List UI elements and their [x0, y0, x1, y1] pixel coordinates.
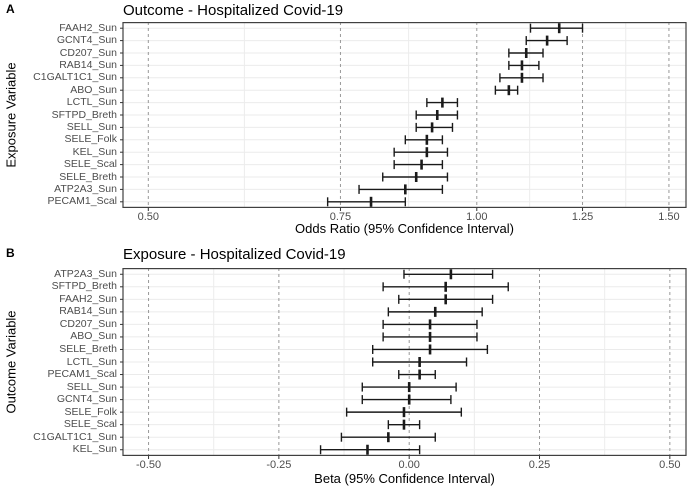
y-axis-label-cd207_sun: CD207_Sun [59, 317, 117, 330]
panel-b-x-tick-labels: -0.50 -0.25 0.00 0.25 0.50 [0, 460, 700, 472]
y-axis-label-abo_sun: ABO_Sun [70, 330, 117, 343]
y-axis-label-gcnt4_sun: GCNT4_Sun [56, 393, 117, 406]
forest-plot-a [120, 22, 687, 211]
ci-errorbar-lctl_sun [372, 357, 468, 367]
ci-errorbar-c1galt1c1_sun [340, 432, 436, 443]
x-tick-label: -0.25 [266, 459, 292, 471]
y-axis-label-faah2_sun: FAAH2_Sun [59, 21, 117, 34]
x-tick-label: 0.75 [329, 211, 352, 223]
ci-errorbar-cd207_sun [508, 48, 544, 58]
ci-errorbar-pecam1_scal [398, 369, 436, 380]
ci-errorbar-c1galt1c1_sun [499, 72, 544, 83]
ci-errorbar-sftpd_breth [382, 281, 509, 292]
ci-errorbar-sell_sun [361, 382, 457, 393]
y-axis-label-sele_folk: SELE_Folk [64, 133, 117, 146]
y-axis-label-abo_sun: ABO_Sun [70, 83, 117, 96]
ci-errorbar-abo_sun [494, 85, 519, 96]
y-axis-label-sele_scal: SELE_Scal [63, 158, 117, 171]
x-tick-label: 1.00 [466, 211, 488, 223]
y-axis-label-lctl_sun: LCTL_Sun [66, 355, 117, 368]
ci-errorbar-lctl_sun [426, 97, 459, 108]
y-axis-label-sele_scal: SELE_Scal [63, 418, 117, 431]
x-tick-label: 1.25 [571, 211, 594, 223]
ci-errorbar-faah2_sun [398, 294, 494, 305]
panel-b-letter: B [6, 246, 15, 260]
panel-b-y-axis-labels: ATP2A3_Sun SFTPD_Breth FAAH2_Sun RAB14_Sun C… [0, 268, 117, 456]
y-axis-label-faah2_sun: FAAH2_Sun [59, 292, 117, 305]
panel-a-letter: A [6, 2, 15, 16]
ci-errorbar-sele_scal [387, 419, 421, 430]
y-axis-label-c1galt1c1_sun: C1GALT1C1_Sun [33, 71, 117, 84]
ci-errorbar-rab14_sun [387, 306, 483, 317]
x-tick-label: 1.50 [658, 211, 680, 223]
y-axis-label-rab14_sun: RAB14_Sun [59, 58, 117, 71]
y-axis-label-sell_sun: SELL_Sun [66, 120, 117, 133]
y-axis-label-sftpd_breth: SFTPD_Breth [51, 280, 117, 293]
forest-plot-b [120, 268, 687, 459]
ci-errorbar-atp2a3_sun [358, 184, 444, 195]
x-tick-label: 0.00 [398, 459, 420, 471]
ci-errorbar-gcnt4_sun [361, 394, 452, 405]
ci-errorbar-kel_sun [319, 444, 421, 455]
ci-errorbar-sele_folk [345, 407, 463, 418]
x-tick-label: 0.50 [137, 211, 160, 223]
ci-errorbar-cd207_sun [382, 319, 478, 330]
y-axis-label-lctl_sun: LCTL_Sun [66, 96, 117, 109]
ci-errorbar-faah2_sun [529, 23, 584, 34]
ci-errorbar-kel_sun [393, 147, 449, 158]
panel-b-title: Exposure - Hospitalized Covid-19 [123, 246, 346, 263]
y-axis-label-atp2a3_sun: ATP2A3_Sun [54, 267, 117, 280]
y-axis-label-sell_sun: SELL_Sun [66, 380, 117, 393]
y-axis-label-sele_folk: SELE_Folk [64, 405, 117, 418]
panel-b-x-axis-title: Beta (95% Confidence Interval) [314, 471, 495, 486]
x-tick-label: 0.50 [659, 459, 681, 471]
ci-errorbar-abo_sun [382, 331, 478, 342]
ci-errorbar-sele_breth [372, 344, 489, 355]
y-axis-label-kel_sun: KEL_Sun [72, 145, 117, 158]
y-axis-label-pecam1_scal: PECAM1_Scal [47, 368, 117, 381]
y-axis-label-sele_breth: SELE_Breth [59, 170, 117, 183]
ci-errorbar-gcnt4_sun [525, 35, 568, 46]
y-axis-label-sele_breth: SELE_Breth [59, 342, 117, 355]
y-axis-label-cd207_sun: CD207_Sun [59, 46, 117, 59]
ci-errorbar-pecam1_scal [326, 196, 407, 207]
y-axis-label-sftpd_breth: SFTPD_Breth [51, 108, 117, 121]
y-axis-label-gcnt4_sun: GCNT4_Sun [56, 34, 117, 47]
ci-errorbar-sele_folk [404, 134, 444, 145]
ci-errorbar-rab14_sun [508, 60, 540, 71]
ci-errorbar-sell_sun [415, 122, 454, 133]
ci-errorbar-sftpd_breth [415, 110, 459, 120]
y-axis-label-rab14_sun: RAB14_Sun [59, 305, 117, 318]
y-axis-label-c1galt1c1_sun: C1GALT1C1_Sun [33, 430, 117, 443]
ci-errorbar-atp2a3_sun [403, 269, 494, 280]
panel-a-title: Outcome - Hospitalized Covid-19 [123, 2, 344, 19]
ci-errorbar-sele_breth [382, 172, 449, 182]
y-axis-label-pecam1_scal: PECAM1_Scal [47, 195, 117, 208]
panel-a-y-axis-labels: FAAH2_Sun GCNT4_Sun CD207_Sun RAB14_Sun C1GA… [0, 22, 117, 208]
x-tick-label: 0.25 [528, 459, 551, 471]
x-tick-label: -0.50 [135, 459, 162, 471]
ci-errorbar-sele_scal [393, 159, 444, 170]
y-axis-label-atp2a3_sun: ATP2A3_Sun [54, 182, 117, 195]
y-axis-label-kel_sun: KEL_Sun [72, 443, 117, 456]
panel-a-x-tick-labels: 0.50 0.75 1.00 1.25 1.50 [0, 212, 700, 224]
panel-a-x-axis-title: Odds Ratio (95% Confidence Interval) [295, 221, 514, 236]
